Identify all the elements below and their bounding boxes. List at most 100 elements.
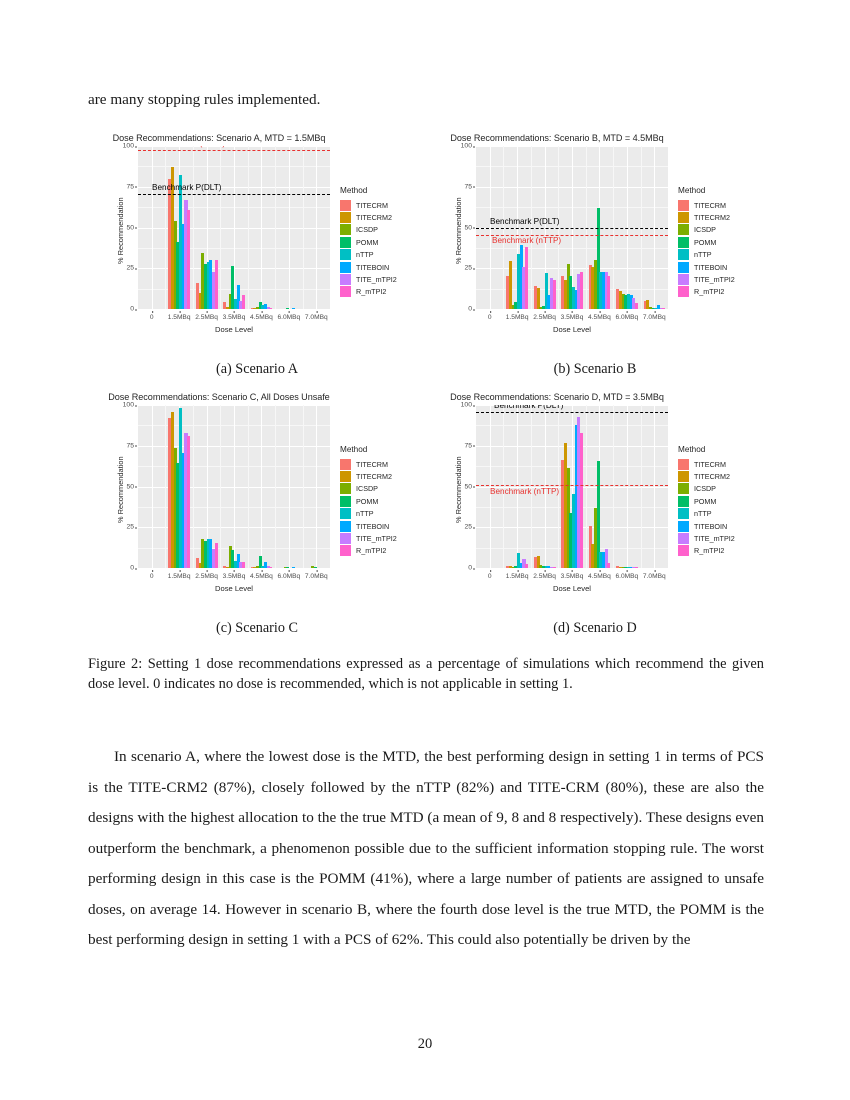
legend-item-label: TITE_mTPI2 — [356, 275, 397, 285]
legend-item[interactable]: TITECRM2 — [678, 470, 735, 483]
legend-item[interactable]: TITECRM2 — [678, 211, 735, 224]
y-tick-label: 0 — [468, 305, 475, 313]
legend-title: Method — [340, 186, 368, 195]
legend-item[interactable]: POMM — [678, 236, 735, 248]
grid-line-vertical-minor — [165, 405, 167, 568]
bar — [541, 305, 545, 309]
bar — [563, 279, 567, 309]
grid-line-vertical-minor — [640, 405, 642, 568]
x-tick-label: 7.0MBq — [304, 310, 328, 321]
legend-item[interactable]: POMM — [340, 236, 397, 248]
legend-item[interactable]: TITE_mTPI2 — [678, 273, 735, 286]
legend-color-swatch — [340, 212, 351, 224]
legend-item[interactable]: ICSDP — [340, 224, 397, 236]
bar — [201, 539, 205, 568]
bar — [514, 565, 518, 568]
legend-item[interactable]: nTTP — [340, 249, 397, 261]
legend-item[interactable]: R_mTPI2 — [340, 286, 397, 298]
legend-item-label: TITECRM2 — [694, 213, 730, 223]
legend-item-label: R_mTPI2 — [356, 546, 387, 556]
legend-item-label: ICSDP — [356, 225, 378, 235]
chart-panel-scenario-a: Dose Recommendations: Scenario A, MTD = … — [108, 133, 438, 335]
bar — [552, 279, 556, 309]
legend-color-swatch — [678, 236, 689, 248]
y-tick-label: 25 — [126, 523, 137, 531]
bar — [209, 538, 213, 568]
chart-body: % Recommendation 0 25 50 75 100 Benchmark P(DL… — [446, 402, 776, 594]
legend-item[interactable]: ICSDP — [340, 483, 397, 495]
legend-item-label: POMM — [694, 496, 717, 506]
bar — [577, 273, 581, 309]
bar — [563, 443, 567, 568]
bar — [541, 566, 545, 568]
bar — [533, 286, 537, 309]
legend-item-label: R_mTPI2 — [694, 546, 725, 556]
legend-item[interactable]: R_mTPI2 — [340, 545, 397, 557]
legend-item[interactable]: TITECRM — [678, 199, 735, 211]
x-axis-label: Dose Level — [215, 584, 253, 593]
legend-item[interactable]: POMM — [340, 495, 397, 507]
bar — [286, 308, 290, 309]
bar — [651, 308, 655, 309]
bar — [604, 271, 608, 309]
legend-item[interactable]: TITEBOIN — [678, 520, 735, 532]
bar — [253, 567, 257, 568]
subcaption-d: (d) Scenario D — [553, 620, 637, 636]
legend-item-label: TITEBOIN — [356, 262, 390, 272]
chart-panel-scenario-b: Dose Recommendations: Scenario B, MTD = … — [446, 133, 776, 335]
legend-item[interactable]: R_mTPI2 — [678, 286, 735, 298]
legend-item[interactable]: TITEBOIN — [340, 520, 397, 532]
legend-item-label: TITEBOIN — [356, 521, 390, 531]
bar — [203, 264, 207, 309]
y-axis-ticks: 0 25 50 75 100 — [446, 402, 476, 572]
legend-color-swatch — [340, 545, 351, 557]
y-axis-ticks: 0 25 50 75 100 — [108, 143, 138, 313]
grid-line-vertical-minor — [247, 405, 249, 568]
legend-item[interactable]: TITECRM — [340, 199, 397, 211]
legend-title: Method — [678, 186, 706, 195]
legend-item[interactable]: TITEBOIN — [678, 261, 735, 273]
bar — [242, 295, 246, 309]
legend-item[interactable]: R_mTPI2 — [678, 545, 735, 557]
legend-item[interactable]: nTTP — [678, 249, 735, 261]
bar — [632, 297, 636, 309]
legend-item-label: POMM — [694, 237, 717, 247]
y-tick-label: 0 — [130, 564, 137, 572]
bar — [509, 565, 513, 568]
bar — [604, 549, 608, 568]
legend-item[interactable]: nTTP — [340, 508, 397, 520]
legend-item[interactable]: ICSDP — [678, 483, 735, 495]
x-tick-label: 2.5MBq — [195, 569, 218, 580]
bar — [547, 565, 551, 568]
bar — [201, 252, 205, 309]
bar — [269, 567, 273, 568]
legend-item[interactable]: POMM — [678, 495, 735, 507]
grid-line-vertical — [316, 405, 318, 568]
legend-item-label: nTTP — [356, 250, 374, 260]
grid-line-vertical-minor — [220, 405, 221, 568]
benchmark-line — [476, 234, 668, 236]
legend-item[interactable]: TITECRM — [678, 458, 735, 470]
bar — [517, 552, 521, 568]
legend-item[interactable]: ICSDP — [678, 224, 735, 236]
bar — [654, 308, 658, 309]
legend-item[interactable]: TITE_mTPI2 — [340, 273, 397, 286]
legend-item[interactable]: TITECRM2 — [340, 211, 397, 224]
legend-item[interactable]: TITECRM — [340, 458, 397, 470]
legend-item[interactable]: TITEBOIN — [340, 261, 397, 273]
legend-item[interactable]: TITE_mTPI2 — [340, 532, 397, 545]
grid-line-vertical — [288, 405, 290, 568]
x-tick-label: 2.5MBq — [533, 569, 556, 580]
bar — [517, 253, 521, 309]
y-axis-ticks: 0 25 50 75 100 — [446, 143, 476, 313]
grid-line-vertical-minor — [220, 146, 221, 309]
bar — [283, 567, 287, 568]
bar — [561, 276, 565, 309]
chart-panel-scenario-d: Dose Recommendations: Scenario D, MTD = … — [446, 392, 776, 594]
legend-item[interactable]: nTTP — [678, 508, 735, 520]
bar — [176, 462, 180, 568]
legend-item-label: nTTP — [694, 250, 712, 260]
legend-item[interactable]: TITECRM2 — [340, 470, 397, 483]
bar — [291, 308, 295, 309]
legend-item[interactable]: TITE_mTPI2 — [678, 532, 735, 545]
